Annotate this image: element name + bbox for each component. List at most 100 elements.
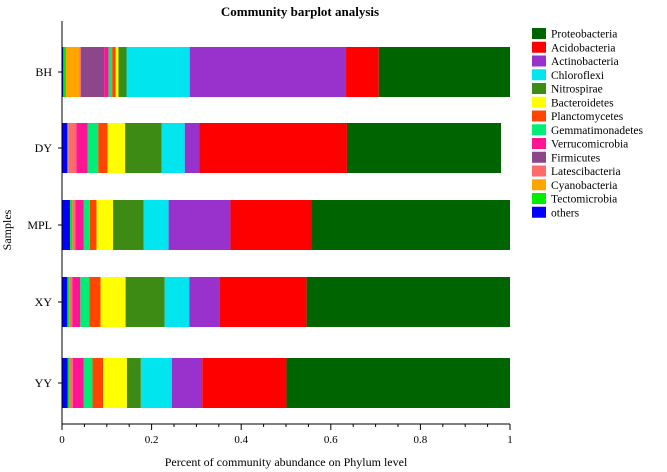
legend-swatch-cyanobacteria [532, 179, 546, 191]
bar-yy-nitrospirae [126, 358, 141, 408]
bar-mpl-actinobacteria [168, 200, 231, 250]
bar-mpl-planctomycetes [89, 200, 97, 250]
legend-swatch-tectomicrobia [532, 193, 546, 204]
bar-bh-planctomycetes [112, 47, 116, 97]
y-axis-label: Samples [0, 209, 14, 250]
x-tick-labels: 0 0.2 0.4 0.6 0.8 1 [59, 424, 513, 446]
bar-dy-latescibacteria [68, 123, 77, 173]
legend-label-tectomicrobia: Tectomicrobia [551, 194, 617, 206]
bar-xy-gemmatimonadetes [80, 277, 90, 327]
bar-bh-firmicutes [80, 47, 105, 97]
x-tick-label: 0.8 [414, 434, 428, 446]
legend-label-others: others [551, 207, 580, 219]
bar-bh-tectomicrobia [63, 47, 67, 97]
bar-mpl-latescibacteria [72, 200, 76, 250]
bar-yy-verrucomicrobia [72, 358, 84, 408]
bar-bh-others [62, 47, 64, 97]
bar-xy-acidobacteria [219, 277, 307, 327]
bar-segments [62, 47, 510, 408]
legend-swatch-proteobacteria [532, 28, 546, 39]
bar-yy-planctomycetes [92, 358, 104, 408]
legend-label-gemmatimonadetes: Gemmatimonadetes [551, 125, 643, 137]
legend-swatch-others [532, 206, 546, 218]
x-axis-label: Percent of community abundance on Phylum… [165, 455, 408, 469]
legend-label-verrucomicrobia: Verrucomicrobia [551, 139, 628, 151]
legend-swatch-planctomycetes [532, 110, 546, 122]
legend-swatch-nitrospirae [532, 83, 546, 94]
bar-bh-latescibacteria [79, 47, 81, 97]
bar-xy-tectomicrobia [67, 277, 70, 327]
bar-bh-actinobacteria [189, 47, 347, 97]
legend-label-proteobacteria: Proteobacteria [551, 29, 617, 41]
legend-label-firmicutes: Firmicutes [551, 152, 601, 164]
bar-xy-chloroflexi [164, 277, 190, 327]
bar-xy-latescibacteria [69, 277, 73, 327]
bar-mpl-proteobacteria [311, 200, 510, 250]
bar-dy-acidobacteria [199, 123, 347, 173]
bar-yy-bacteroidetes [103, 358, 127, 408]
bar-bh-verrucomicrobia [104, 47, 109, 97]
legend-label-cyanobacteria: Cyanobacteria [551, 180, 617, 192]
x-tick-label: 0.4 [234, 434, 248, 446]
bar-yy-others [62, 358, 68, 408]
bar-xy-actinobacteria [189, 277, 220, 327]
legend-swatch-actinobacteria [532, 55, 546, 67]
bar-mpl-others [62, 200, 71, 250]
legend-swatch-verrucomicrobia [532, 138, 546, 149]
x-tick-label: 0.6 [324, 434, 338, 446]
bar-bh-acidobacteria [346, 47, 379, 97]
x-tick-label: 0 [59, 434, 65, 446]
legend-swatch-chloroflexi [532, 69, 546, 81]
bar-xy-nitrospirae [125, 277, 165, 327]
legend-label-bacteroidetes: Bacteroidetes [551, 97, 614, 109]
legend-swatch-gemmatimonadetes [532, 124, 546, 136]
bar-yy-gemmatimonadetes [83, 358, 93, 408]
bar-yy-actinobacteria [171, 358, 203, 408]
bar-dy-verrucomicrobia [76, 123, 88, 173]
bar-bh-proteobacteria [378, 47, 510, 97]
bar-dy-others [62, 123, 68, 173]
bar-dy-tectomicrobia [67, 123, 69, 173]
bar-yy-chloroflexi [140, 358, 172, 408]
legend-label-acidobacteria: Acidobacteria [551, 42, 616, 54]
legend-label-planctomycetes: Planctomycetes [551, 111, 624, 123]
bar-mpl-bacteroidetes [96, 200, 114, 250]
legend-swatch-latescibacteria [532, 165, 546, 177]
bar-dy-proteobacteria [346, 123, 502, 173]
legend-label-latescibacteria: Latescibacteria [551, 166, 621, 178]
bar-bh-chloroflexi [126, 47, 190, 97]
legend-swatch-acidobacteria [532, 41, 546, 53]
bar-mpl-tectomicrobia [70, 200, 73, 250]
bar-yy-tectomicrobia [67, 358, 70, 408]
bar-mpl-nitrospirae [113, 200, 144, 250]
bar-dy-actinobacteria [184, 123, 200, 173]
bar-xy-bacteroidetes [100, 277, 126, 327]
y-tick-label-bh: BH [35, 65, 52, 79]
bar-yy-latescibacteria [69, 358, 73, 408]
bar-xy-verrucomicrobia [72, 277, 81, 327]
bar-mpl-chloroflexi [143, 200, 169, 250]
bar-mpl-acidobacteria [230, 200, 312, 250]
bar-yy-acidobacteria [202, 358, 287, 408]
legend-label-chloroflexi: Chloroflexi [551, 70, 604, 82]
chart-title: Community barplot analysis [221, 4, 379, 19]
legend-swatch-bacteroidetes [532, 96, 546, 108]
bar-bh-bacteroidetes [115, 47, 119, 97]
y-tick-label-dy: DY [35, 141, 53, 155]
bar-dy-chloroflexi [161, 123, 185, 173]
bar-bh-nitrospirae [118, 47, 127, 97]
x-tick-label: 0.2 [145, 434, 159, 446]
bar-bh-cyanobacteria [66, 47, 80, 97]
legend-label-actinobacteria: Actinobacteria [551, 56, 619, 68]
y-tick-label-xy: XY [35, 295, 53, 309]
legend-label-nitrospirae: Nitrospirae [551, 84, 603, 96]
legend-swatch-firmicutes [532, 151, 546, 163]
bar-dy-gemmatimonadetes [87, 123, 99, 173]
y-tick-label-mpl: MPL [27, 218, 52, 232]
bar-dy-nitrospirae [125, 123, 162, 173]
x-tick-label: 1 [507, 434, 513, 446]
bar-xy-others [62, 277, 68, 327]
bar-xy-planctomycetes [89, 277, 101, 327]
